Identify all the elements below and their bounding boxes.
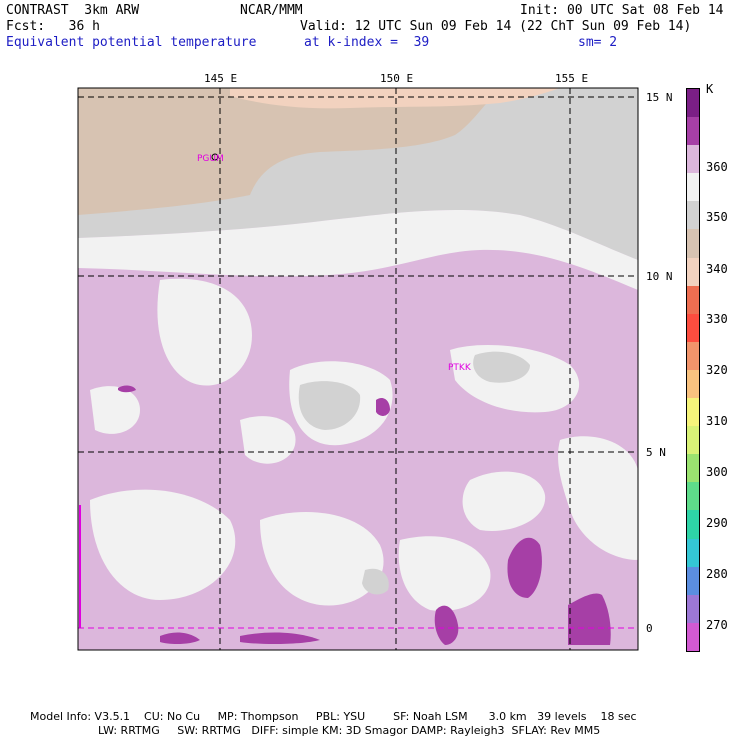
colorbar-swatch — [687, 173, 699, 202]
colorbar-swatch — [687, 369, 699, 399]
graticule — [78, 88, 638, 650]
colorbar-swatch — [687, 117, 699, 146]
colorbar-swatch — [687, 229, 699, 258]
region-light-patch — [558, 436, 638, 560]
lat-label-10n: 10 N — [646, 270, 673, 283]
region-dark-purple — [240, 632, 320, 645]
colorbar-swatch — [687, 313, 699, 342]
station-pgum: PGUM — [197, 154, 224, 164]
map-frame — [77, 87, 639, 651]
colorbar-label: 330 — [706, 312, 728, 326]
region-dark-purple — [118, 385, 136, 393]
region-peach — [230, 88, 560, 109]
lat-label-5n: 5 N — [646, 446, 666, 459]
colorbar-swatch — [687, 285, 699, 314]
region-dark-purple — [376, 398, 390, 416]
region-gray-core — [298, 381, 361, 430]
level-info: at k-index = 39 — [304, 35, 430, 50]
model-info-line1: Model Info: V3.5.1 CU: No Cu MP: Thompso… — [30, 710, 637, 723]
smoothing-info: sm= 2 — [578, 35, 618, 50]
colorbar-label: 320 — [706, 363, 728, 377]
region-light-patch — [157, 278, 252, 386]
forecast-hour: Fcst: 36 h — [6, 19, 100, 34]
model-info-line2: LW: RRTMG SW: RRTMG DIFF: simple KM: 3D … — [98, 724, 601, 737]
region-light-patch — [398, 536, 491, 611]
lon-label-155e: 155 E — [555, 72, 589, 85]
colorbar-swatch — [687, 566, 699, 595]
colorbar-swatch — [687, 482, 699, 511]
lat-label-15n: 15 N — [646, 91, 673, 104]
init-time: Init: 00 UTC Sat 08 Feb 14 — [520, 3, 724, 18]
region-gray-core — [362, 568, 389, 595]
region-light-patch — [260, 512, 384, 606]
colorbar-swatch — [687, 622, 699, 651]
colorbar-label: 310 — [706, 414, 728, 428]
colorbar-swatch — [687, 454, 699, 483]
colorbar-label: 290 — [706, 516, 728, 530]
colorbar-unit: K — [706, 82, 714, 96]
model-title: CONTRAST 3km ARW — [6, 3, 140, 18]
region-light-patch — [240, 416, 296, 464]
lon-label-145e: 145 E — [204, 72, 238, 85]
station-marker-pgum — [211, 153, 219, 161]
colorbar — [686, 88, 700, 652]
colorbar-swatch — [687, 426, 699, 455]
colorbar-label: 350 — [706, 210, 728, 224]
region-dark-purple — [160, 632, 200, 645]
region-tan — [78, 88, 500, 215]
lat-label-equator: 0 — [646, 622, 653, 635]
region-light-patch — [90, 489, 236, 600]
colorbar-label: 300 — [706, 465, 728, 479]
region-light-band — [78, 210, 638, 290]
region-dark-purple — [434, 605, 459, 645]
colorbar-swatch — [687, 398, 699, 427]
colorbar-swatch — [687, 257, 699, 286]
colorbar-swatch — [687, 145, 699, 174]
colorbar-label: 280 — [706, 567, 728, 581]
field-name: Equivalent potential temperature — [6, 35, 257, 50]
lon-label-150e: 150 E — [380, 72, 414, 85]
colorbar-swatch — [687, 89, 699, 118]
colorbar-label: 360 — [706, 160, 728, 174]
colorbar-swatch — [687, 594, 699, 623]
colorbar-swatch — [687, 341, 699, 370]
station-ptkk: PTKK — [448, 363, 472, 373]
region-light-patch — [90, 386, 140, 434]
region-dark-purple — [507, 537, 542, 598]
colorbar-label: 270 — [706, 618, 728, 632]
colorbar-label: 340 — [706, 262, 728, 276]
colorbar-swatch — [687, 510, 699, 539]
center-label: NCAR/MMM — [240, 3, 303, 18]
region-light-patch — [462, 471, 546, 531]
region-dark-purple — [568, 593, 611, 645]
colorbar-swatch — [687, 201, 699, 230]
region-gray-core — [473, 351, 530, 383]
colorbar-swatch — [687, 538, 699, 567]
valid-time: Valid: 12 UTC Sun 09 Feb 14 (22 ChT Sun … — [300, 19, 692, 34]
